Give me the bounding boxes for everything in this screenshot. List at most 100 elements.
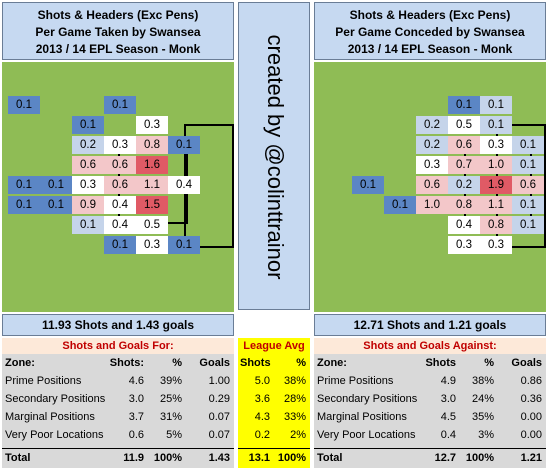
shots-cell: 13.1 <box>248 452 270 464</box>
table-total-row: Total 12.7 100% 1.21 <box>314 448 546 466</box>
heatmap-cell: 0.1 <box>104 236 136 254</box>
shots-header: Shots <box>240 357 271 369</box>
goals-cell: 1.43 <box>208 452 230 464</box>
zone-cell: Prime Positions <box>317 375 394 387</box>
zone-cell: Secondary Positions <box>5 393 106 405</box>
pct-cell: 39% <box>159 375 182 387</box>
league-avg-row: 0.2 2% <box>238 426 310 444</box>
heatmap-cell: 0.1 <box>480 96 512 114</box>
shots-cell: 4.5 <box>440 411 456 423</box>
shots-cell: 3.0 <box>128 393 144 405</box>
shots-cell: 4.3 <box>254 411 270 423</box>
shots-cell: 4.9 <box>440 375 456 387</box>
table-header-row: Zone: Shots: % Goals <box>2 354 234 372</box>
heatmap-cell: 0.2 <box>72 136 104 154</box>
taken-title-line: 2013 / 14 EPL Season - Monk <box>35 42 201 56</box>
goals-cell: 0.00 <box>520 411 542 423</box>
pct-cell: 2% <box>290 429 306 441</box>
shots-header: Shots: <box>109 357 144 369</box>
shots-cell: 0.4 <box>440 429 456 441</box>
heatmap-cell: 0.1 <box>168 136 200 154</box>
heatmap-cell: 1.5 <box>136 196 168 214</box>
heatmap-cell: 0.3 <box>416 156 448 174</box>
league-avg-row: 5.0 38% <box>238 372 310 390</box>
heatmap-cell: 0.3 <box>480 236 512 254</box>
heatmap-cell: 0.3 <box>480 136 512 154</box>
goals-cell: 0.36 <box>520 393 542 405</box>
goals-cell: 0.29 <box>208 393 230 405</box>
league-avg-row: 3.6 28% <box>238 390 310 408</box>
pct-header: % <box>296 357 306 369</box>
heatmap-cell: 0.6 <box>104 176 136 194</box>
league-average-table: League Avg Shots % 5.0 38% 3.6 28% 4.3 3… <box>238 338 310 468</box>
heatmap-cell: 0.1 <box>40 196 72 214</box>
pct-header: % <box>484 357 494 369</box>
shots-cell: 0.2 <box>254 429 270 441</box>
conceded-title-line: 2013 / 14 EPL Season - Monk <box>347 42 513 56</box>
conceded-title-line: Per Game Conceded by Swansea <box>335 25 525 39</box>
taken-title: Shots & Headers (Exc Pens) Per Game Take… <box>2 2 234 60</box>
goals-cell: 0.07 <box>208 411 230 423</box>
heatmap-cell: 0.1 <box>8 196 40 214</box>
heatmap-cell: 0.9 <box>72 196 104 214</box>
heatmap-cell: 1.1 <box>480 196 512 214</box>
pct-cell: 25% <box>159 393 182 405</box>
conceded-title-line: Shots & Headers (Exc Pens) <box>349 8 511 22</box>
middle-panel: created by @colinttrainor League Avg Sho… <box>236 0 312 470</box>
shots-cell: 0.6 <box>128 429 144 441</box>
heatmap-cell: 0.1 <box>8 96 40 114</box>
shots-cell: 3.0 <box>440 393 456 405</box>
taken-table-title: Shots and Goals For: <box>2 338 234 354</box>
pct-cell: 35% <box>471 411 494 423</box>
pct-cell: 100% <box>153 452 182 464</box>
heatmap-cell: 0.3 <box>136 236 168 254</box>
table-row: Marginal Positions 4.5 35% 0.00 <box>314 408 546 426</box>
shots-cell: 3.6 <box>254 393 270 405</box>
heatmap-cell: 0.3 <box>72 176 104 194</box>
goals-header: Goals <box>511 357 542 369</box>
heatmap-cell: 0.1 <box>512 196 544 214</box>
heatmap-cell: 0.1 <box>480 116 512 134</box>
taken-title-line: Shots & Headers (Exc Pens) <box>37 8 199 22</box>
shots-cell: 11.9 <box>123 452 144 464</box>
zone-cell: Prime Positions <box>5 375 82 387</box>
heatmap-cell: 0.4 <box>448 216 480 234</box>
pct-cell: 100% <box>465 452 494 464</box>
heatmap-cell: 0.1 <box>104 96 136 114</box>
taken-title-line: Per Game Taken by Swansea <box>35 25 201 39</box>
heatmap-cell: 0.1 <box>384 196 416 214</box>
zone-cell: Marginal Positions <box>5 411 95 423</box>
shots-cell: 4.6 <box>128 375 144 387</box>
heatmap-cell: 0.1 <box>72 216 104 234</box>
shots-conceded-panel: Shots & Headers (Exc Pens) Per Game Conc… <box>312 0 548 470</box>
table-row: Marginal Positions 3.7 31% 0.07 <box>2 408 234 426</box>
heatmap-cell: 0.1 <box>448 96 480 114</box>
shots-taken-panel: Shots & Headers (Exc Pens) Per Game Take… <box>0 0 236 470</box>
heatmap-cell: 0.1 <box>8 176 40 194</box>
heatmap-cell: 0.7 <box>448 156 480 174</box>
zone-cell: Very Poor Locations <box>5 429 104 441</box>
zone-cell: Marginal Positions <box>317 411 407 423</box>
heatmap-cell: 0.6 <box>448 136 480 154</box>
shots-cell: 5.0 <box>254 375 270 387</box>
heatmap-cell: 0.1 <box>512 136 544 154</box>
goals-cell: 0.07 <box>208 429 230 441</box>
heatmap-cell: 0.6 <box>104 156 136 174</box>
goals-cell: 0.86 <box>520 375 542 387</box>
heatmap-cell: 0.6 <box>72 156 104 174</box>
table-row: Prime Positions 4.9 38% 0.86 <box>314 372 546 390</box>
heatmap-cell: 0.4 <box>104 196 136 214</box>
pct-cell: 3% <box>478 429 494 441</box>
goals-cell: 1.21 <box>520 452 542 464</box>
heatmap-cell: 0.1 <box>168 236 200 254</box>
heatmap-cell: 1.1 <box>136 176 168 194</box>
heatmap-cell: 0.1 <box>512 216 544 234</box>
heatmap-cell: 0.8 <box>480 216 512 234</box>
heatmap-cell: 0.1 <box>40 176 72 194</box>
heatmap-cell: 0.3 <box>104 136 136 154</box>
taken-pitch-heatmap: 0.1 0.1 0.1 0.3 0.2 0.3 0.8 0.1 0.6 0.6 1.6 0.1 0.1 0… <box>2 62 234 312</box>
goals-cell: 1.00 <box>208 375 230 387</box>
heatmap-cell: 0.3 <box>136 116 168 134</box>
table-row: Very Poor Locations 0.6 5% 0.07 <box>2 426 234 444</box>
heatmap-cell: 0.5 <box>136 216 168 234</box>
